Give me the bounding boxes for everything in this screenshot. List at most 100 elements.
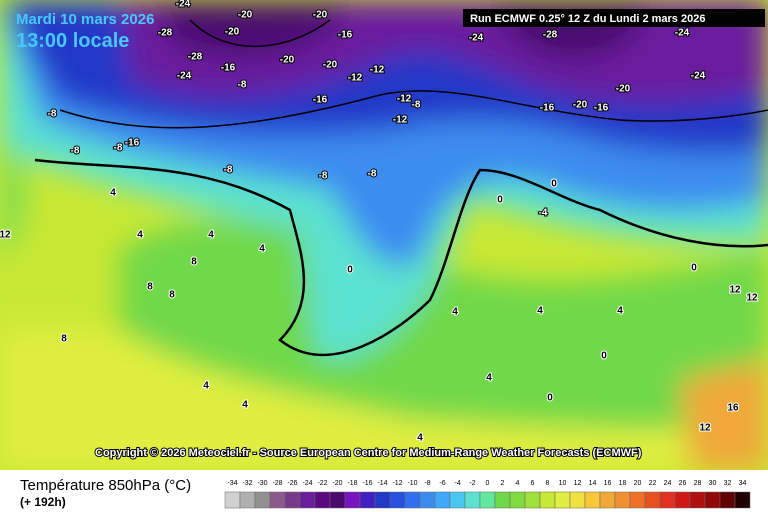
legend-swatch xyxy=(539,491,556,509)
contour-label: -16 xyxy=(540,103,555,114)
contour-label: 4 xyxy=(110,188,116,199)
contour-label: -4 xyxy=(539,208,548,219)
legend-swatch xyxy=(464,491,481,509)
legend-swatch xyxy=(629,491,646,509)
legend-swatch xyxy=(584,491,601,509)
run-info: Run ECMWF 0.25° 12 Z du Lundi 2 mars 202… xyxy=(470,13,705,25)
contour-label: -8 xyxy=(114,143,123,154)
legend-swatch xyxy=(359,491,376,509)
contour-label: 4 xyxy=(242,400,248,411)
legend-swatch xyxy=(479,491,496,509)
contour-label: -8 xyxy=(71,146,80,157)
contour-label: -12 xyxy=(348,73,363,84)
contour-label: 4 xyxy=(137,230,143,241)
legend-swatch xyxy=(314,491,331,509)
legend-swatch xyxy=(554,491,571,509)
legend-swatch xyxy=(524,491,541,509)
contour-label: -20 xyxy=(225,27,240,38)
legend-tick-label: -22 xyxy=(317,480,327,487)
legend-tick-label: 0 xyxy=(486,480,490,487)
contour-label: -12 xyxy=(393,115,408,126)
contour-label: 4 xyxy=(537,306,543,317)
legend-swatch xyxy=(284,491,301,509)
legend-swatch xyxy=(254,491,271,509)
legend-tick-label: -16 xyxy=(362,480,372,487)
legend-tick-label: 32 xyxy=(724,480,732,487)
legend-swatch xyxy=(224,491,241,509)
legend-tick-label: 26 xyxy=(679,480,687,487)
legend-tick-label: -18 xyxy=(347,480,357,487)
contour-label: 4 xyxy=(259,244,265,255)
legend-swatch xyxy=(599,491,616,509)
contour-label: 0 xyxy=(547,393,553,404)
contour-label: 0 xyxy=(497,195,503,206)
legend-swatch xyxy=(269,491,286,509)
legend-tick-label: -14 xyxy=(377,480,387,487)
contour-label: 0 xyxy=(551,179,557,190)
legend-tick-label: -24 xyxy=(302,480,312,487)
contour-label: -16 xyxy=(594,103,609,114)
legend-tick-label: 4 xyxy=(516,480,520,487)
contour-label: -16 xyxy=(313,95,328,106)
footer-title: Température 850hPa (°C) xyxy=(20,477,191,494)
legend-tick-label: 2 xyxy=(501,480,505,487)
contour-label: -28 xyxy=(158,28,173,39)
legend-tick-label: -4 xyxy=(454,480,460,487)
legend-swatch xyxy=(404,491,421,509)
legend-tick-label: 30 xyxy=(709,480,717,487)
legend-tick-label: 18 xyxy=(619,480,627,487)
legend-tick-label: 34 xyxy=(739,480,747,487)
legend-tick-label: -32 xyxy=(242,480,252,487)
legend-swatch xyxy=(644,491,661,509)
contour-label: -20 xyxy=(280,55,295,66)
contour-label: 8 xyxy=(169,290,175,301)
contour-label: -20 xyxy=(238,10,253,21)
legend-swatch xyxy=(389,491,406,509)
legend-swatch xyxy=(674,491,691,509)
contour-label: 0 xyxy=(691,263,697,274)
legend-tick-label: 28 xyxy=(694,480,702,487)
contour-label: -24 xyxy=(469,33,484,44)
legend-tick-label: -30 xyxy=(257,480,267,487)
copyright: Copyright © 2026 Meteociel.fr - Source E… xyxy=(95,447,642,459)
contour-label: -16 xyxy=(338,30,353,41)
legend-swatch xyxy=(344,491,361,509)
footer-lead: (+ 192h) xyxy=(20,495,66,509)
contour-label: 4 xyxy=(417,433,423,444)
legend-swatch xyxy=(239,491,256,509)
contour-label: 4 xyxy=(208,230,214,241)
legend-swatch xyxy=(494,491,511,509)
forecast-date: Mardi 10 mars 2026 xyxy=(16,11,154,28)
contour-label: -8 xyxy=(368,169,377,180)
contour-label: 0 xyxy=(347,265,353,276)
legend-tick-label: 6 xyxy=(531,480,535,487)
legend-swatch xyxy=(374,491,391,509)
contour-label: -8 xyxy=(319,171,328,182)
legend-swatch xyxy=(419,491,436,509)
legend-swatch xyxy=(299,491,316,509)
legend-tick-label: -10 xyxy=(407,480,417,487)
legend-tick-label: -12 xyxy=(392,480,402,487)
contour-label: -16 xyxy=(221,63,236,74)
contour-label: -24 xyxy=(176,0,191,10)
legend-tick-label: -2 xyxy=(469,480,475,487)
forecast-time: 13:00 locale xyxy=(16,30,129,52)
run-box xyxy=(463,9,765,27)
contour-label: -16 xyxy=(125,138,140,149)
legend-tick-label: -6 xyxy=(439,480,445,487)
legend-swatch xyxy=(434,491,451,509)
contour-label: 4 xyxy=(486,373,492,384)
legend-tick-label: 24 xyxy=(664,480,672,487)
legend-tick-label: 12 xyxy=(574,480,582,487)
legend-swatch xyxy=(329,491,346,509)
contour-label: -8 xyxy=(224,165,233,176)
contour-label: -28 xyxy=(543,30,558,41)
contour-label: 8 xyxy=(191,257,197,268)
contour-label: -24 xyxy=(675,28,690,39)
contour-label: 12 xyxy=(729,285,741,296)
contour-label: -20 xyxy=(573,100,588,111)
contour-label: 8 xyxy=(147,282,153,293)
legend-tick-label: -28 xyxy=(272,480,282,487)
legend-swatch xyxy=(659,491,676,509)
